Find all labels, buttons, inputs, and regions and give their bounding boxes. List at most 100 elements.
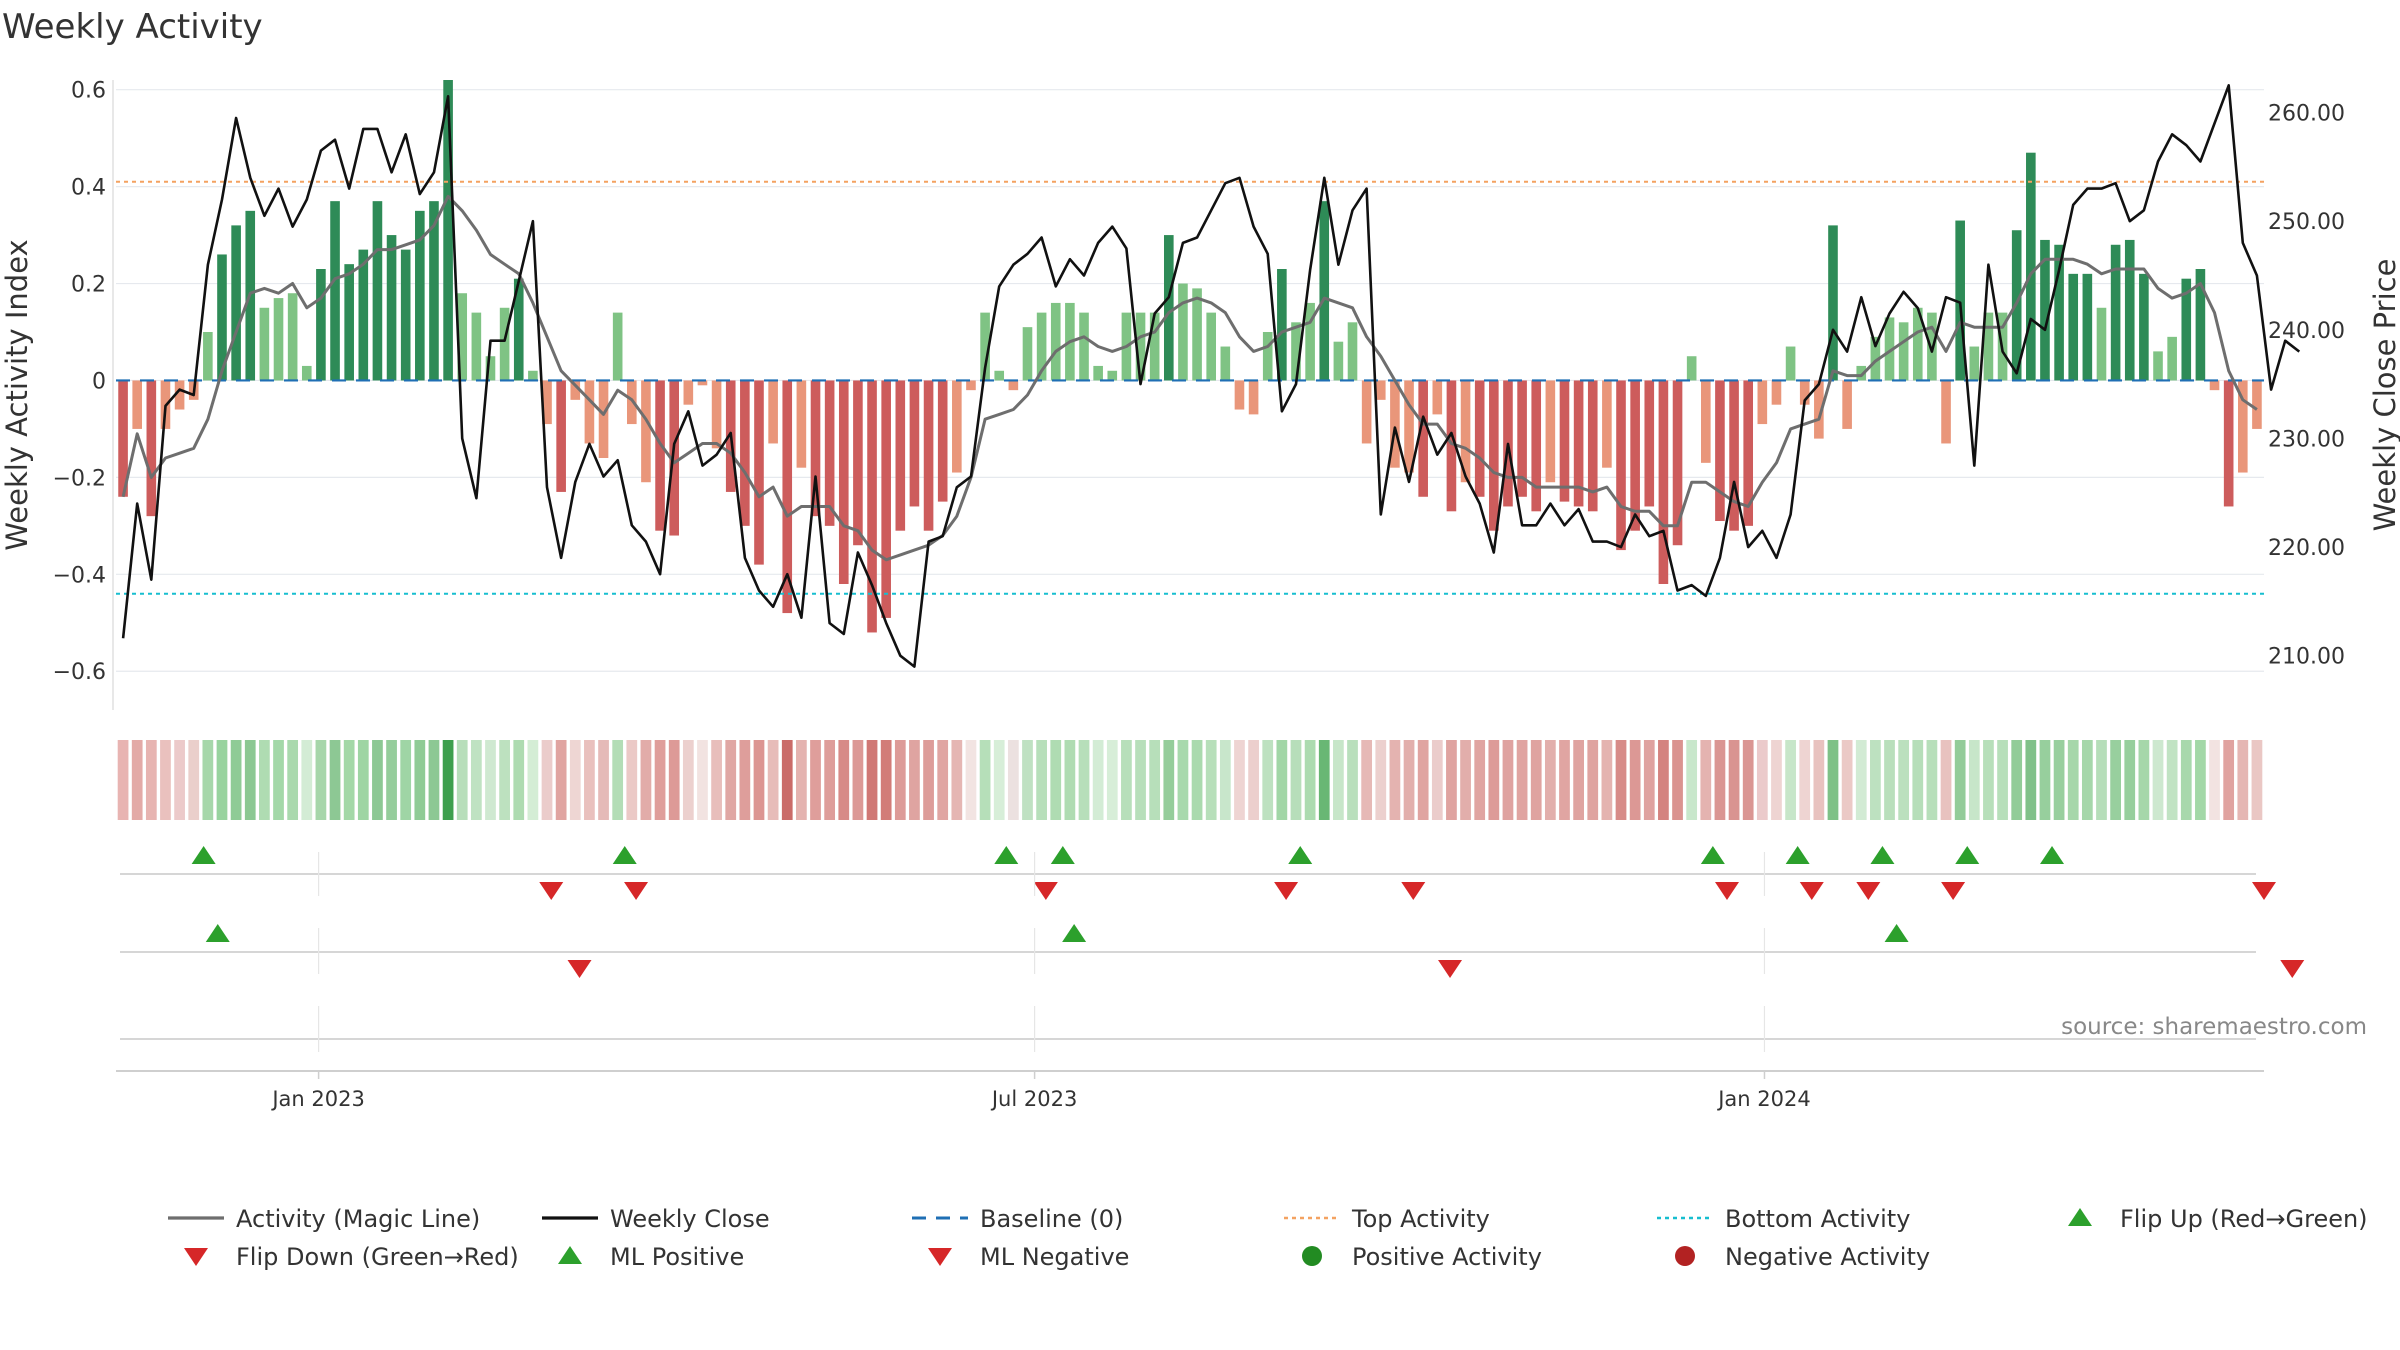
activity-bar bbox=[1912, 307, 1923, 381]
heat-cell bbox=[160, 740, 171, 820]
heat-cell bbox=[2152, 740, 2164, 820]
activity-bar bbox=[1573, 380, 1584, 507]
x-tick-label: Jan 2023 bbox=[270, 1087, 365, 1111]
heat-cell bbox=[1771, 740, 1782, 820]
activity-bar bbox=[655, 380, 665, 531]
heat-cell bbox=[979, 740, 991, 820]
heat-cell bbox=[428, 740, 440, 820]
x-tick-label: Jul 2023 bbox=[990, 1087, 1077, 1111]
y-axis-label: Weekly Activity Index bbox=[0, 239, 34, 550]
activity-bar bbox=[1983, 312, 1994, 381]
activity-bar bbox=[796, 380, 807, 468]
heat-cell bbox=[499, 740, 510, 820]
heat-cell bbox=[1417, 740, 1429, 820]
heat-cell bbox=[2025, 740, 2037, 820]
activity-bar bbox=[2181, 278, 2192, 381]
activity-bar bbox=[669, 380, 680, 536]
legend-label: Weekly Close bbox=[610, 1205, 770, 1233]
activity-bar bbox=[344, 264, 354, 381]
activity-bar bbox=[1602, 380, 1612, 468]
activity-bar bbox=[1008, 380, 1019, 391]
x-tick-label: Jan 2024 bbox=[1716, 1087, 1811, 1111]
flip-up-marker bbox=[994, 846, 1019, 864]
activity-bar bbox=[1715, 380, 1725, 521]
activity-bar bbox=[1771, 380, 1782, 405]
heat-cell bbox=[343, 740, 355, 820]
heat-cell bbox=[2195, 740, 2206, 820]
heat-cell bbox=[357, 740, 369, 820]
main-panel: 0.6 0.4 0.2 0 −0.2 −0.4 −0.6 260.00 250.00 240.0… bbox=[0, 79, 2400, 710]
heat-cell bbox=[767, 740, 779, 820]
activity-bar bbox=[1517, 380, 1527, 497]
y2-axis-label: Weekly Close Price bbox=[2368, 259, 2400, 532]
heat-cell bbox=[2110, 740, 2121, 820]
activity-bar bbox=[2209, 380, 2220, 391]
legend-label: ML Negative bbox=[980, 1243, 1129, 1271]
heat-cell bbox=[414, 740, 426, 820]
heat-cell bbox=[1686, 740, 1698, 820]
heat-cell bbox=[1884, 740, 1895, 820]
heat-cell bbox=[1361, 740, 1373, 820]
legend-swatch bbox=[1675, 1246, 1695, 1266]
heat-cell bbox=[1234, 740, 1245, 820]
activity-bar bbox=[1729, 380, 1739, 531]
heat-cell bbox=[1516, 740, 1528, 820]
heat-cell bbox=[2053, 740, 2065, 820]
activity-bar bbox=[1248, 380, 1259, 415]
heat-cell bbox=[1785, 740, 1796, 820]
activity-bar bbox=[400, 249, 411, 381]
activity-bar bbox=[273, 298, 284, 381]
legend-swatch bbox=[558, 1246, 582, 1264]
activity-bar bbox=[2139, 273, 2149, 381]
heat-cell bbox=[1544, 740, 1556, 820]
activity-bar bbox=[1941, 380, 1951, 444]
heat-cell bbox=[1968, 740, 1980, 820]
activity-bar bbox=[1192, 288, 1202, 381]
heat-cell bbox=[838, 740, 850, 820]
activity-bar bbox=[1135, 312, 1146, 381]
heat-cell bbox=[188, 740, 200, 820]
activity-bar bbox=[1545, 380, 1556, 483]
activity-bar bbox=[1460, 380, 1471, 483]
activity-bar bbox=[1206, 312, 1217, 381]
activity-bar bbox=[1163, 235, 1174, 381]
activity-bar bbox=[2252, 380, 2262, 429]
activity-bar bbox=[853, 380, 863, 546]
heat-cell bbox=[654, 740, 666, 820]
y-axis-left: 0.6 0.4 0.2 0 −0.2 −0.4 −0.6 bbox=[53, 79, 114, 710]
activity-bar bbox=[513, 278, 524, 381]
ml-negative-marker bbox=[567, 960, 592, 978]
activity-bar bbox=[570, 380, 581, 400]
activity-bar bbox=[443, 80, 453, 381]
activity-bar bbox=[1743, 380, 1754, 526]
activity-bars bbox=[118, 80, 2262, 633]
heat-cell bbox=[1940, 740, 1952, 820]
y2-tick-label: 250.00 bbox=[2268, 210, 2345, 235]
activity-bar bbox=[1474, 380, 1485, 497]
activity-bar bbox=[1277, 269, 1287, 381]
activity-bar bbox=[1489, 380, 1499, 531]
heat-cell bbox=[485, 740, 496, 820]
y2-tick-label: 240.00 bbox=[2268, 319, 2345, 344]
y2-tick-label: 210.00 bbox=[2268, 645, 2345, 670]
heat-cell bbox=[1219, 740, 1231, 820]
flip-down-marker bbox=[1799, 882, 1824, 900]
heat-cell bbox=[1304, 740, 1316, 820]
activity-bar bbox=[499, 307, 510, 381]
heat-cell bbox=[626, 740, 638, 820]
activity-bar bbox=[838, 380, 849, 584]
flip-down-marker bbox=[1033, 882, 1058, 900]
heat-cell bbox=[1248, 740, 1259, 820]
activity-bar bbox=[1814, 380, 1824, 439]
activity-bar bbox=[1828, 225, 1838, 381]
heat-cell bbox=[1163, 740, 1175, 820]
heat-cell bbox=[1431, 740, 1443, 820]
activity-bar bbox=[217, 254, 227, 381]
legend: Activity (Magic Line) Weekly Close Baselin… bbox=[168, 1205, 2368, 1271]
flip-up-marker bbox=[2040, 846, 2065, 864]
activity-bar bbox=[231, 225, 241, 381]
activity-bar bbox=[2054, 244, 2064, 381]
activity-bar bbox=[1361, 380, 1372, 444]
heat-cell bbox=[1474, 740, 1486, 820]
legend-label: Top Activity bbox=[1351, 1205, 1490, 1233]
